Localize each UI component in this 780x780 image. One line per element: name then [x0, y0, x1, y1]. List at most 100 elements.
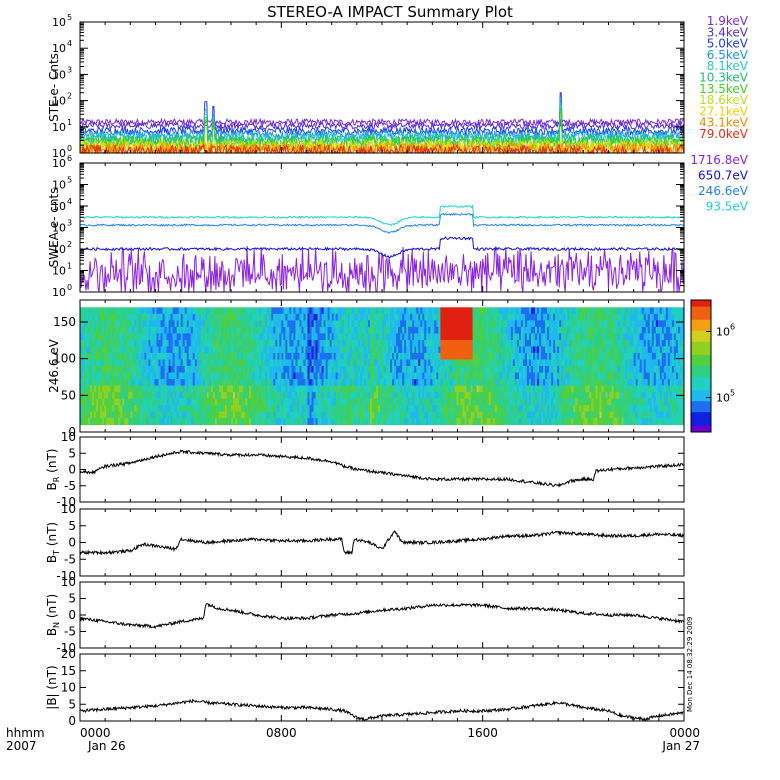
heatmap-cell [251, 333, 254, 341]
heatmap-cell [315, 366, 318, 373]
heatmap-cell [152, 366, 155, 373]
heatmap-cell [365, 339, 369, 347]
heatmap-cell [446, 411, 449, 419]
heatmap-cell [539, 320, 542, 328]
heatmap-cell [251, 379, 254, 386]
heatmap-cell [174, 346, 178, 354]
heatmap-cell [567, 333, 570, 341]
heatmap-cell [504, 366, 508, 373]
heatmap-cell [303, 313, 306, 321]
heatmap-cell [146, 366, 149, 373]
heatmap-cell [138, 398, 141, 406]
heatmap-cell [482, 339, 486, 347]
heatmap-cell [466, 346, 469, 354]
heatmap-cell [321, 359, 325, 367]
heatmap-cell [265, 366, 268, 373]
heatmap-cell [204, 333, 208, 341]
heatmap-cell [530, 385, 534, 393]
heatmap-cell [170, 385, 174, 393]
heatmap-cell [130, 359, 133, 367]
heatmap-cell [335, 418, 339, 426]
heatmap-cell [343, 372, 347, 380]
heatmap-cell [549, 418, 552, 426]
heatmap-cell [508, 359, 512, 367]
heatmap-cell [180, 385, 184, 393]
heatmap-cell [271, 346, 274, 354]
heatmap-cell [233, 418, 236, 426]
heatmap-cell [444, 313, 447, 321]
heatmap-cell [279, 366, 282, 373]
heatmap-cell [194, 366, 198, 373]
heatmap-cell [420, 346, 423, 354]
heatmap-cell [490, 418, 494, 426]
heatmap-cell [291, 352, 294, 360]
heatmap-cell [416, 379, 419, 386]
heatmap-cell [182, 346, 186, 354]
heatmap-cell [398, 372, 401, 380]
heatmap-cell [561, 333, 564, 341]
heatmap-cell [575, 307, 578, 315]
heatmap-cell [347, 346, 351, 354]
heatmap-cell [450, 326, 453, 334]
heatmap-cell [134, 366, 137, 373]
heatmap-cell [537, 385, 540, 393]
heatmap-cell [528, 418, 532, 426]
heatmap-cell [520, 339, 524, 347]
heatmap-cell [351, 405, 355, 413]
heatmap-cell [231, 405, 234, 413]
heatmap-cell [442, 307, 445, 315]
heatmap-cell [210, 379, 214, 386]
heatmap-cell [482, 346, 486, 354]
heatmap-cell [188, 385, 192, 393]
heatmap-cell [158, 398, 161, 406]
heatmap-cell [134, 346, 137, 354]
heatmap-cell [468, 313, 471, 321]
heatmap-cell [452, 411, 455, 419]
heatmap-cell [235, 398, 238, 406]
heatmap-cell [148, 320, 151, 328]
heatmap-cell [402, 307, 405, 315]
heatmap-cell [577, 385, 580, 393]
heatmap-cell [140, 411, 143, 419]
heatmap-cell [184, 372, 188, 380]
heatmap-cell [114, 405, 117, 413]
heatmap-cell [424, 307, 427, 315]
heatmap-cell [502, 326, 506, 334]
heatmap-cell [204, 352, 208, 360]
heatmap-cell [424, 346, 427, 354]
heatmap-cell [108, 326, 111, 334]
heatmap-cell [379, 307, 383, 315]
heatmap-cell [84, 313, 87, 321]
heatmap-cell [549, 307, 552, 315]
heatmap-cell [92, 333, 95, 341]
heatmap-cell [567, 307, 570, 315]
heatmap-cell [581, 392, 584, 399]
heatmap-cell [226, 405, 230, 413]
heatmap-cell [492, 372, 496, 380]
heatmap-cell [216, 326, 220, 334]
heatmap-cell [512, 359, 516, 367]
heatmap-cell [281, 307, 284, 315]
heatmap-cell [553, 346, 556, 354]
heatmap-cell [156, 418, 159, 426]
heatmap-cell [377, 313, 381, 321]
heatmap-cell [216, 333, 220, 341]
heatmap-cell [124, 392, 127, 399]
heatmap-cell [533, 392, 536, 399]
y-tick-exponent: 2 [67, 92, 72, 101]
heatmap-cell [164, 359, 167, 367]
heatmap-cell [267, 385, 270, 393]
heatmap-cell [98, 320, 101, 328]
heatmap-cell [178, 352, 182, 360]
heatmap-cell [158, 411, 161, 419]
heatmap-cell [216, 411, 220, 419]
heatmap-cell [432, 307, 435, 315]
heatmap-cell [448, 352, 451, 360]
heatmap-cell [184, 333, 188, 341]
heatmap-cell [249, 385, 252, 393]
heatmap-cell [516, 339, 520, 347]
y-tick-exponent: 6 [67, 154, 72, 163]
heatmap-cell [379, 352, 383, 360]
heatmap-cell [486, 352, 490, 360]
heatmap-cell [432, 366, 435, 373]
